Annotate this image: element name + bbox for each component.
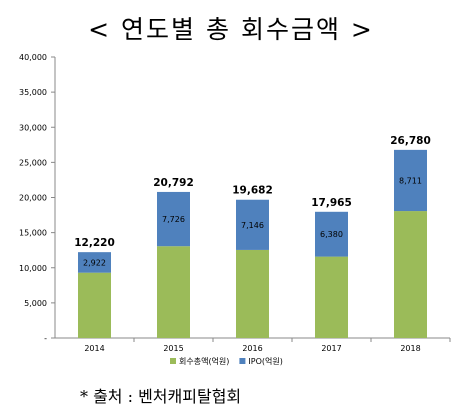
x-tick-label: 2014	[84, 344, 104, 353]
x-tick-label: 2017	[321, 344, 341, 353]
bar-segment-ipo	[315, 211, 348, 257]
bar-segment-ipo	[394, 149, 427, 212]
segment-label: 7,726	[162, 215, 185, 224]
total-label: 19,682	[232, 185, 273, 197]
bar-segment-recovery	[315, 256, 348, 338]
y-tick-label: 15,000	[19, 229, 47, 238]
chart-title: < 연도별 총 회수금액 >	[88, 15, 374, 44]
legend-label: IPO(억원)	[248, 356, 282, 366]
y-tick-label: 20,000	[19, 194, 47, 203]
chart-bars	[78, 149, 427, 338]
segment-label: 2,922	[83, 258, 106, 267]
legend-label: 회수총액(억원)	[179, 356, 229, 366]
y-tick-label: 25,000	[19, 158, 47, 167]
bar-segment-recovery	[78, 272, 111, 338]
source-note: * 출처 : 벤처캐피탈협회	[80, 387, 242, 406]
y-tick-label: 10,000	[19, 264, 47, 273]
segment-label: 8,711	[399, 176, 422, 185]
bar-segment-recovery	[394, 211, 427, 338]
bar-segment-ipo	[236, 199, 269, 250]
y-tick-label: -	[44, 334, 47, 343]
bar-segment-recovery	[157, 246, 190, 338]
bar-segment-ipo	[157, 191, 190, 247]
x-tick-label: 2018	[400, 344, 420, 353]
total-label: 26,780	[390, 135, 431, 147]
bar-segment-ipo	[78, 252, 111, 273]
y-tick-label: 35,000	[19, 88, 47, 97]
y-tick-label: 40,000	[19, 53, 47, 62]
chart-labels: 2,922 12,220 7,726 20,792 7,146 19,682 6,380 17…	[74, 135, 431, 268]
segment-label: 7,146	[241, 221, 264, 230]
x-tick-label: 2015	[163, 344, 183, 353]
legend-swatch-ipo	[239, 358, 246, 364]
bar-segment-recovery	[236, 249, 269, 338]
total-label: 12,220	[74, 237, 115, 249]
y-tick-label: 5,000	[24, 299, 47, 308]
y-tick-label: 30,000	[19, 123, 47, 132]
segment-label: 6,380	[320, 230, 343, 239]
x-tick-label: 2016	[242, 344, 262, 353]
total-label: 20,792	[153, 177, 194, 189]
chart-legend: 회수총액(억원) IPO(억원)	[170, 356, 283, 366]
total-label: 17,965	[311, 197, 352, 209]
legend-swatch-recovery	[170, 358, 176, 364]
